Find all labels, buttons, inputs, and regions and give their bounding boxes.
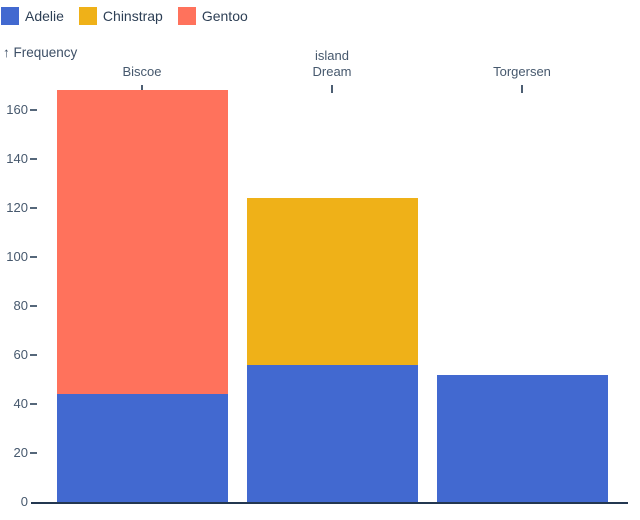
y-tick-label-40: 40 bbox=[13, 396, 28, 411]
legend-label-gentoo: Gentoo bbox=[201, 8, 248, 24]
legend-item-gentoo: Gentoo bbox=[177, 7, 248, 25]
legend-label-chinstrap: Chinstrap bbox=[102, 8, 163, 24]
bar-segment-biscoe-gentoo bbox=[57, 90, 228, 395]
legend-label-adelie: Adelie bbox=[25, 8, 64, 24]
y-tick-mark-40 bbox=[30, 403, 37, 405]
y-tick-mark-60 bbox=[30, 354, 37, 356]
bar-segment-biscoe-adelie bbox=[57, 394, 228, 502]
y-tick-label-0: 0 bbox=[20, 494, 28, 509]
x-tick-label-dream: Dream bbox=[312, 64, 352, 79]
y-tick-mark-20 bbox=[30, 452, 37, 454]
y-tick-mark-140 bbox=[30, 158, 37, 160]
y-tick-label-60: 60 bbox=[13, 347, 28, 362]
y-tick-label-100: 100 bbox=[6, 249, 28, 264]
x-tick-label-biscoe: Biscoe bbox=[122, 64, 162, 79]
y-tick-label-120: 120 bbox=[6, 200, 28, 215]
y-tick-mark-160 bbox=[30, 109, 37, 111]
y-tick-mark-80 bbox=[30, 305, 37, 307]
legend-item-adelie: Adelie bbox=[1, 7, 64, 25]
legend-swatch-adelie bbox=[1, 7, 19, 25]
y-axis-label: ↑ Frequency bbox=[3, 45, 78, 60]
legend-swatch-chinstrap bbox=[78, 7, 97, 25]
legend-item-chinstrap: Chinstrap bbox=[78, 7, 163, 25]
y-tick-label-20: 20 bbox=[13, 445, 28, 460]
x-axis-title: island bbox=[315, 48, 349, 63]
x-tick-mark-biscoe bbox=[141, 85, 143, 93]
y-tick-label-80: 80 bbox=[13, 298, 28, 313]
y-tick-label-140: 140 bbox=[6, 151, 28, 166]
x-tick-mark-torgersen bbox=[521, 85, 523, 93]
y-tick-mark-100 bbox=[30, 256, 37, 258]
legend-swatch-gentoo bbox=[177, 7, 196, 25]
x-tick-label-torgersen: Torgersen bbox=[493, 64, 551, 79]
bar-segment-dream-adelie bbox=[247, 364, 418, 502]
legend: Adelie Chinstrap Gentoo bbox=[1, 7, 248, 25]
bar-segment-dream-chinstrap bbox=[247, 198, 418, 365]
x-axis-line bbox=[31, 502, 628, 504]
bar-segment-torgersen-adelie bbox=[437, 374, 608, 502]
x-tick-mark-dream bbox=[331, 85, 333, 93]
y-tick-label-160: 160 bbox=[6, 102, 28, 117]
y-tick-mark-120 bbox=[30, 207, 37, 209]
